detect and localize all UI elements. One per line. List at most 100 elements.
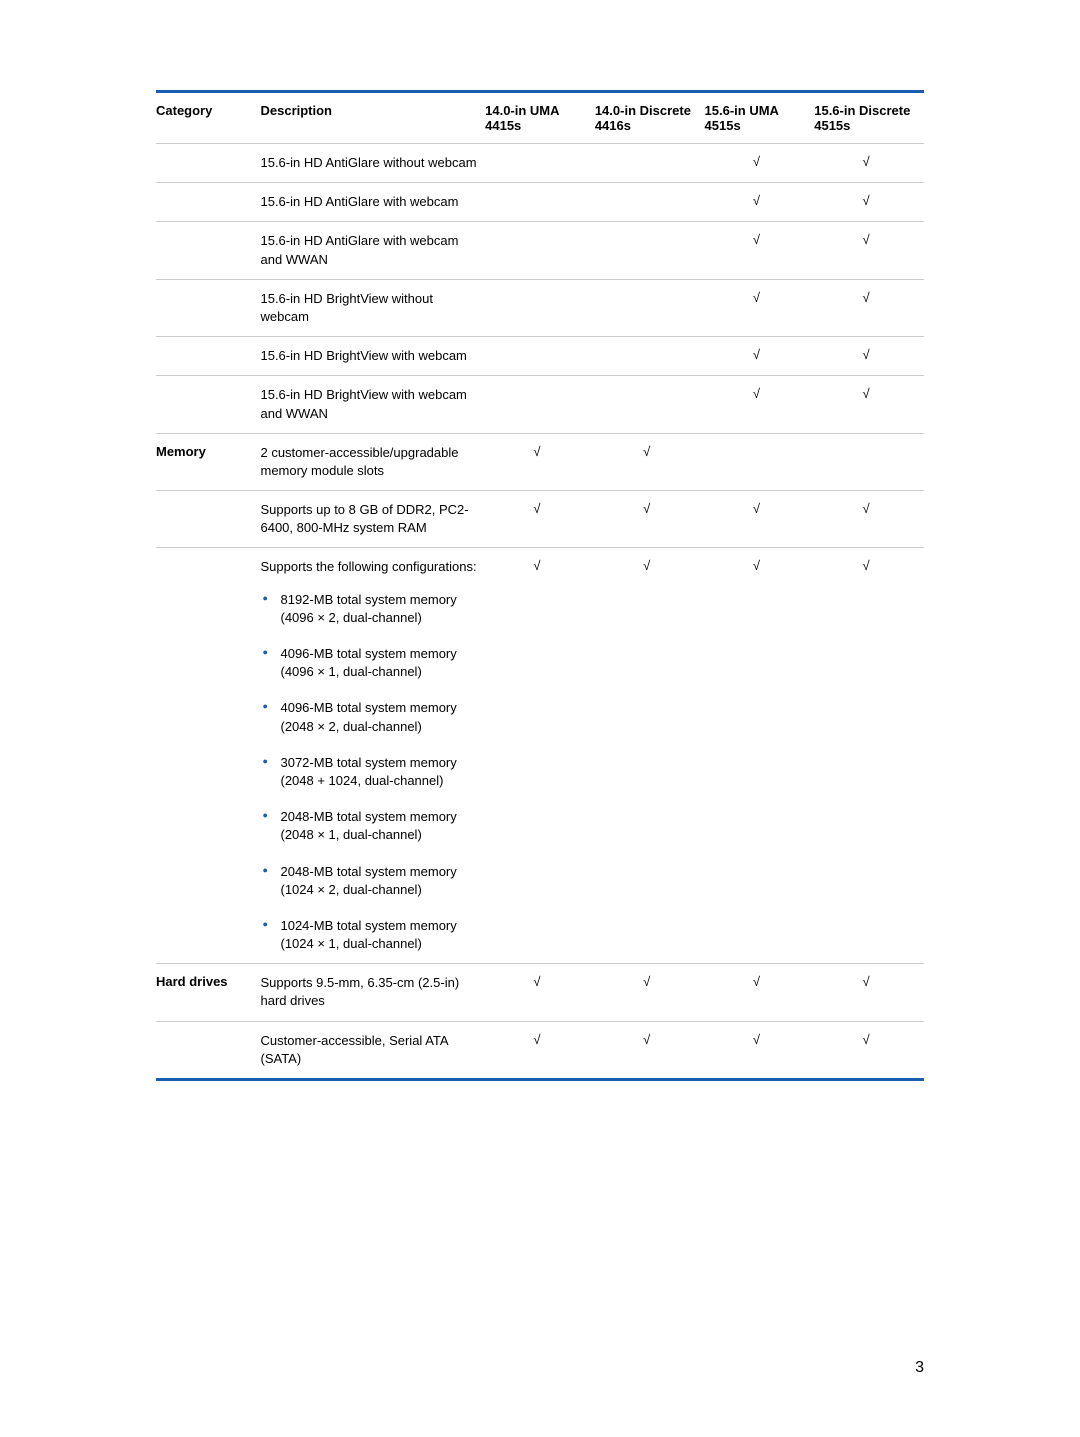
- description-cell: 15.6-in HD BrightView without webcam: [260, 279, 485, 336]
- check-mark-icon: √: [863, 974, 870, 989]
- bullet-item: 2048-MB total system memory (1024 × 2, d…: [260, 863, 479, 899]
- check-mark-icon: √: [753, 501, 760, 516]
- check-cell: [485, 279, 595, 336]
- description-cell: 15.6-in HD AntiGlare without webcam: [260, 144, 485, 183]
- table-header-row: Category Description 14.0-in UMA 4415s 1…: [156, 92, 924, 144]
- check-cell: √: [705, 376, 815, 433]
- bullet-item: 4096-MB total system memory (2048 × 2, d…: [260, 699, 479, 735]
- table-row: 15.6-in HD AntiGlare without webcam √√: [156, 144, 924, 183]
- check-cell: [814, 433, 924, 490]
- page-number: 3: [915, 1359, 924, 1377]
- check-mark-icon: √: [533, 974, 540, 989]
- check-cell: √: [814, 183, 924, 222]
- check-cell: √: [595, 1021, 705, 1079]
- category-cell: [156, 222, 260, 279]
- bullet-item: 3072-MB total system memory (2048 + 1024…: [260, 754, 479, 790]
- description-cell: Supports up to 8 GB of DDR2, PC2-6400, 8…: [260, 491, 485, 548]
- bullet-item: 2048-MB total system memory (2048 × 1, d…: [260, 808, 479, 844]
- bullet-list: 8192-MB total system memory (4096 × 2, d…: [260, 591, 479, 954]
- check-mark-icon: √: [753, 232, 760, 247]
- check-cell: √: [485, 433, 595, 490]
- page-content: Category Description 14.0-in UMA 4415s 1…: [0, 0, 1080, 1081]
- check-cell: √: [595, 433, 705, 490]
- check-mark-icon: √: [863, 347, 870, 362]
- check-mark-icon: √: [643, 444, 650, 459]
- check-cell: √: [814, 144, 924, 183]
- header-description: Description: [260, 92, 485, 144]
- bullet-item: 4096-MB total system memory (4096 × 1, d…: [260, 645, 479, 681]
- table-row: 15.6-in HD BrightView with webcam and WW…: [156, 376, 924, 433]
- check-cell: [595, 279, 705, 336]
- description-cell: Supports 9.5-mm, 6.35-cm (2.5-in) hard d…: [260, 964, 485, 1021]
- table-row: Supports up to 8 GB of DDR2, PC2-6400, 8…: [156, 491, 924, 548]
- bullet-item: 8192-MB total system memory (4096 × 2, d…: [260, 591, 479, 627]
- check-cell: [595, 222, 705, 279]
- description-cell: 15.6-in HD BrightView with webcam: [260, 337, 485, 376]
- spec-table: Category Description 14.0-in UMA 4415s 1…: [156, 90, 924, 1081]
- check-cell: √: [814, 964, 924, 1021]
- check-mark-icon: √: [863, 232, 870, 247]
- check-mark-icon: √: [643, 974, 650, 989]
- check-cell: √: [595, 964, 705, 1021]
- category-cell: [156, 183, 260, 222]
- check-mark-icon: √: [753, 193, 760, 208]
- check-cell: √: [485, 548, 595, 964]
- check-cell: √: [814, 337, 924, 376]
- check-mark-icon: √: [643, 558, 650, 573]
- check-mark-icon: √: [753, 1032, 760, 1047]
- category-cell: Hard drives: [156, 964, 260, 1021]
- check-mark-icon: √: [643, 501, 650, 516]
- table-row: Hard drivesSupports 9.5-mm, 6.35-cm (2.5…: [156, 964, 924, 1021]
- check-mark-icon: √: [753, 347, 760, 362]
- description-cell: 15.6-in HD AntiGlare with webcam: [260, 183, 485, 222]
- check-cell: [595, 183, 705, 222]
- check-cell: √: [705, 279, 815, 336]
- description-cell: Customer-accessible, Serial ATA (SATA): [260, 1021, 485, 1079]
- check-cell: √: [595, 548, 705, 964]
- check-cell: [485, 376, 595, 433]
- check-mark-icon: √: [753, 386, 760, 401]
- check-cell: [595, 376, 705, 433]
- check-cell: [485, 222, 595, 279]
- header-category: Category: [156, 92, 260, 144]
- check-mark-icon: √: [863, 386, 870, 401]
- check-mark-icon: √: [753, 974, 760, 989]
- category-cell: [156, 548, 260, 964]
- check-cell: √: [705, 1021, 815, 1079]
- check-cell: √: [814, 222, 924, 279]
- header-col4: 15.6-in Discrete 4515s: [814, 92, 924, 144]
- table-row: Supports the following configurations:81…: [156, 548, 924, 964]
- check-mark-icon: √: [753, 290, 760, 305]
- category-cell: [156, 279, 260, 336]
- check-mark-icon: √: [863, 193, 870, 208]
- check-cell: [705, 433, 815, 490]
- check-mark-icon: √: [753, 558, 760, 573]
- table-row: 15.6-in HD BrightView without webcam √ √: [156, 279, 924, 336]
- header-col3: 15.6-in UMA 4515s: [705, 92, 815, 144]
- check-mark-icon: √: [863, 1032, 870, 1047]
- check-cell: √: [705, 964, 815, 1021]
- check-mark-icon: √: [533, 444, 540, 459]
- table-row: Customer-accessible, Serial ATA (SATA) √ √…: [156, 1021, 924, 1079]
- check-cell: √: [705, 337, 815, 376]
- category-cell: [156, 376, 260, 433]
- check-cell: √: [485, 1021, 595, 1079]
- check-cell: √: [705, 491, 815, 548]
- bullet-item: 1024-MB total system memory (1024 × 1, d…: [260, 917, 479, 953]
- table-row: 15.6-in HD AntiGlare with webcam and WWA…: [156, 222, 924, 279]
- check-cell: √: [705, 548, 815, 964]
- check-cell: √: [705, 144, 815, 183]
- check-mark-icon: √: [863, 558, 870, 573]
- check-cell: √: [485, 491, 595, 548]
- check-cell: √: [705, 183, 815, 222]
- check-cell: √: [814, 1021, 924, 1079]
- check-cell: √: [814, 279, 924, 336]
- category-cell: Memory: [156, 433, 260, 490]
- check-mark-icon: √: [533, 558, 540, 573]
- table-row: 15.6-in HD BrightView with webcam √ √: [156, 337, 924, 376]
- check-mark-icon: √: [643, 1032, 650, 1047]
- description-cell: Supports the following configurations:81…: [260, 548, 485, 964]
- header-col1: 14.0-in UMA 4415s: [485, 92, 595, 144]
- check-mark-icon: √: [533, 1032, 540, 1047]
- check-cell: √: [705, 222, 815, 279]
